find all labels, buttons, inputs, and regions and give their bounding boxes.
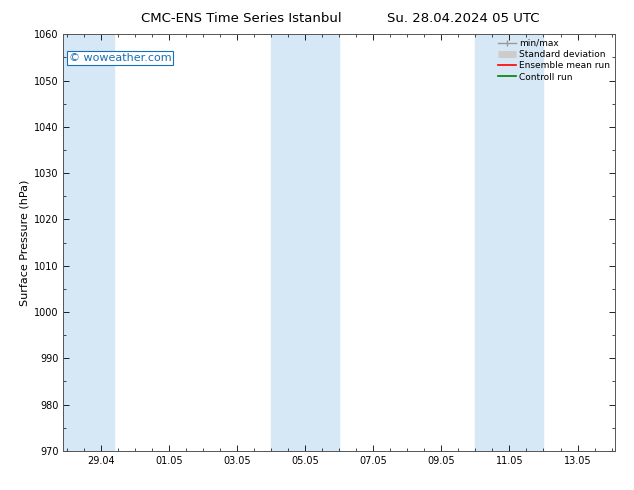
Text: CMC-ENS Time Series Istanbul: CMC-ENS Time Series Istanbul (141, 12, 341, 25)
Bar (271, 34, 339, 451)
Y-axis label: Surface Pressure (hPa): Surface Pressure (hPa) (20, 179, 30, 306)
Bar (476, 34, 543, 451)
Bar (63, 34, 115, 451)
Text: Su. 28.04.2024 05 UTC: Su. 28.04.2024 05 UTC (387, 12, 539, 25)
Text: © woweather.com: © woweather.com (69, 53, 172, 63)
Legend: min/max, Standard deviation, Ensemble mean run, Controll run: min/max, Standard deviation, Ensemble me… (496, 37, 612, 83)
